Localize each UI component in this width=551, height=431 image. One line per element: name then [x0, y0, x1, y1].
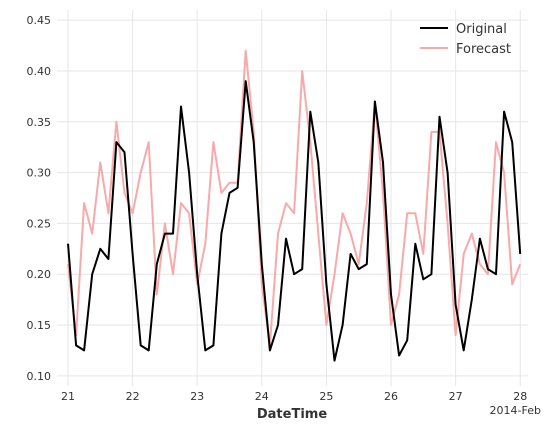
x-tick-label: 23	[190, 390, 204, 403]
x-tick-label: 28	[513, 390, 527, 403]
x-tick-label: 26	[384, 390, 398, 403]
x-tick-label: 22	[126, 390, 140, 403]
x-tick-label: 25	[319, 390, 333, 403]
y-tick-label: 0.10	[27, 370, 52, 383]
x-tick-label: 24	[255, 390, 269, 403]
y-tick-label: 0.25	[27, 217, 52, 230]
legend-label: Forecast	[456, 42, 511, 57]
x-offset-label: 2014-Feb	[490, 404, 541, 417]
y-tick-label: 0.40	[27, 65, 52, 78]
y-tick-label: 0.45	[27, 14, 52, 27]
x-tick-label: 27	[449, 390, 463, 403]
x-axis-label: DateTime	[257, 407, 327, 422]
series-line	[67, 80, 522, 362]
y-tick-label: 0.30	[27, 167, 52, 180]
y-tick-label: 0.35	[27, 116, 52, 129]
y-tick-label: 0.15	[27, 319, 52, 332]
series-line	[67, 49, 522, 347]
x-tick-label: 21	[61, 390, 75, 403]
legend-label: Original	[456, 22, 507, 37]
y-tick-label: 0.20	[27, 268, 52, 281]
